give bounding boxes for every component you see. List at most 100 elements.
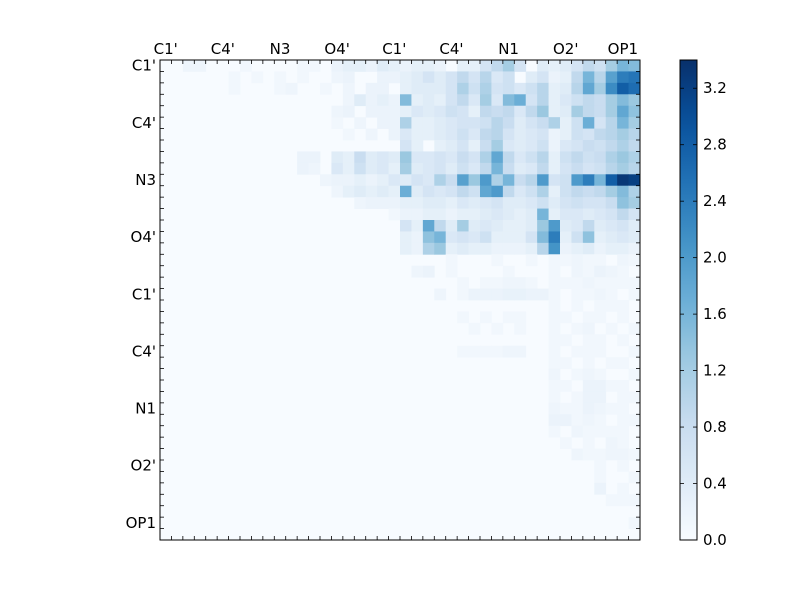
heatmap-cell (491, 174, 504, 187)
heatmap-cell (502, 231, 515, 244)
heatmap-cell (342, 151, 355, 164)
heatmap-cell (628, 471, 641, 484)
heatmap-cell (582, 197, 595, 209)
heatmap-cell (457, 311, 469, 324)
heatmap-cell (617, 174, 629, 187)
heatmap-cell (514, 140, 527, 152)
heatmap-cell (594, 242, 607, 255)
heatmap-cell (514, 231, 527, 244)
heatmap-cell (411, 185, 424, 198)
y-tick-label: O4' (131, 228, 156, 246)
heatmap-cell (628, 391, 641, 404)
heatmap-cell (525, 174, 538, 187)
heatmap-cell (537, 185, 549, 198)
heatmap-cell (480, 288, 492, 301)
heatmap-cell (411, 220, 424, 232)
heatmap-cell (422, 208, 435, 221)
heatmap-cell (560, 197, 572, 209)
heatmap-cell (422, 60, 435, 72)
heatmap-cell (594, 117, 607, 129)
heatmap-cell (411, 242, 424, 255)
heatmap-cell (594, 60, 607, 72)
heatmap-cell (548, 300, 561, 312)
heatmap-cell (594, 94, 607, 107)
heatmap-cell (434, 151, 447, 164)
heatmap-cell (502, 208, 515, 221)
heatmap-cell (377, 94, 389, 107)
heatmap-cell (491, 94, 504, 107)
heatmap-cell (571, 82, 584, 95)
heatmap-cell (605, 277, 618, 289)
heatmap-cell (560, 254, 572, 267)
heatmap-cell (400, 208, 412, 221)
heatmap-cell (628, 220, 641, 232)
heatmap-cell (502, 140, 515, 152)
heatmap-cell (457, 128, 469, 141)
heatmap-cell (560, 334, 572, 347)
heatmap-cell (331, 174, 344, 187)
heatmap-cell (422, 242, 435, 255)
heatmap-cell (582, 402, 595, 415)
heatmap-cell (525, 197, 538, 209)
heatmap-cell (514, 162, 527, 175)
heatmap-cell (571, 231, 584, 244)
heatmap-cell (560, 437, 572, 449)
heatmap-cell (628, 242, 641, 255)
heatmap-cell (445, 105, 458, 118)
heatmap-cell (491, 208, 504, 221)
heatmap-cell (571, 402, 584, 415)
heatmap-cell (377, 185, 389, 198)
heatmap-cell (560, 414, 572, 427)
heatmap-cell (491, 60, 504, 72)
heatmap-cell (582, 174, 595, 187)
heatmap-cell (594, 128, 607, 141)
heatmap-cell (617, 82, 629, 95)
heatmap-cell (457, 277, 469, 289)
heatmap-cell (434, 140, 447, 152)
heatmap-cell (468, 71, 481, 84)
heatmap-cell (400, 128, 412, 141)
heatmap-cell (342, 60, 355, 72)
heatmap-cell (457, 242, 469, 255)
heatmap-cell (594, 185, 607, 198)
heatmap-cell (468, 220, 481, 232)
heatmap-cell (457, 82, 469, 95)
heatmap-cell (411, 60, 424, 72)
colorbar-tick-label: 2.0 (703, 249, 727, 267)
heatmap-cell (468, 128, 481, 141)
heatmap-cell (491, 105, 504, 118)
heatmap-cell (365, 197, 378, 209)
heatmap-cell (468, 174, 481, 187)
heatmap-cell (388, 174, 401, 187)
heatmap-cell (445, 151, 458, 164)
heatmap-cell (434, 197, 447, 209)
heatmap-cell (594, 231, 607, 244)
heatmap-cell (571, 345, 584, 358)
heatmap-cell (457, 140, 469, 152)
heatmap-cell (491, 140, 504, 152)
heatmap-cell (342, 128, 355, 141)
heatmap-cell (331, 117, 344, 129)
heatmap-cell (571, 71, 584, 84)
heatmap-cell (582, 254, 595, 267)
x-tick-label: N1 (498, 40, 519, 58)
heatmap-cell (445, 220, 458, 232)
heatmap-cell (617, 105, 629, 118)
heatmap-cell (582, 345, 595, 358)
heatmap-cell (468, 185, 481, 198)
heatmap-cell (628, 277, 641, 289)
heatmap-cell (537, 162, 549, 175)
heatmap-cell (582, 242, 595, 255)
heatmap-cell (571, 174, 584, 187)
heatmap-cell (628, 517, 641, 529)
heatmap-cell (400, 140, 412, 152)
heatmap-cell (582, 311, 595, 324)
heatmap-cell (605, 60, 618, 72)
heatmap-cell (480, 82, 492, 95)
heatmap-cell (571, 414, 584, 427)
heatmap-cell (582, 357, 595, 369)
heatmap-cell (525, 140, 538, 152)
heatmap-cell (571, 242, 584, 255)
heatmap-cell (628, 82, 641, 95)
heatmap-cell (342, 94, 355, 107)
